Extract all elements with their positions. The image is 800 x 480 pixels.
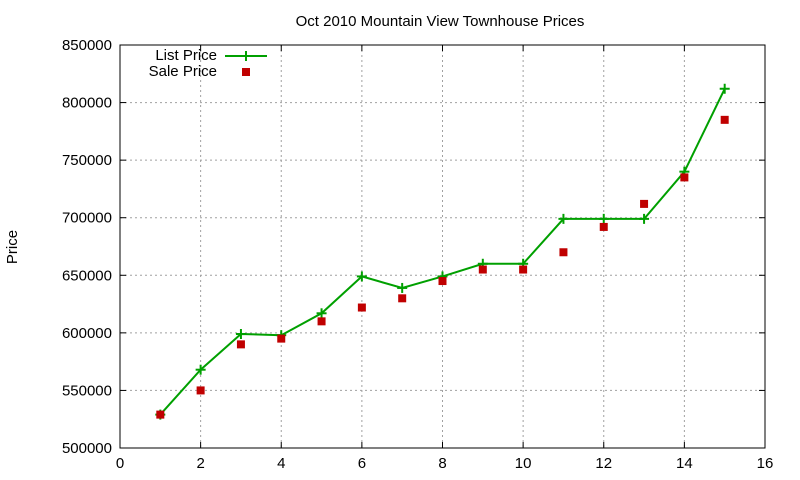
y-tick-label: 650000	[62, 267, 112, 284]
x-tick-label: 10	[515, 455, 532, 472]
sale-price-point	[720, 115, 729, 124]
list-price-point	[397, 282, 408, 293]
list-price-point	[195, 364, 206, 375]
x-tick-label: 4	[277, 455, 285, 472]
y-tick-label: 500000	[62, 440, 112, 457]
grid-layer	[120, 45, 765, 448]
sale-price-point	[438, 277, 447, 286]
legend-marker-sale-price	[242, 68, 250, 76]
y-tick-label: 850000	[62, 37, 112, 54]
sale-price-point	[640, 199, 649, 208]
legend-label-sale-price: Sale Price	[149, 63, 217, 80]
sale-price-point	[357, 303, 366, 312]
y-tick-label: 800000	[62, 95, 112, 112]
legend-label-list-price: List Price	[155, 47, 217, 64]
list-price-point	[598, 213, 609, 224]
list-price-point	[558, 213, 569, 224]
x-tick-label: 14	[676, 455, 693, 472]
x-tick-label: 12	[595, 455, 612, 472]
list-price-point	[639, 213, 650, 224]
sale-price-point	[519, 265, 528, 274]
y-tick-label: 550000	[62, 382, 112, 399]
tick-layer: 0 2 4 6 8 10 12 14 16 500000 550000 600000 650000 700…	[62, 37, 773, 472]
list-price-point	[235, 329, 246, 340]
chart-title: Oct 2010 Mountain View Townhouse Prices	[296, 13, 585, 30]
sale-price-point	[599, 222, 608, 231]
sale-price-point	[317, 317, 326, 326]
sale-price-point	[196, 386, 205, 395]
sale-price-point	[277, 334, 286, 343]
sale-price-point	[398, 294, 407, 303]
sale-price-point	[559, 248, 568, 257]
legend: List Price Sale Price	[149, 47, 267, 80]
list-price-point	[316, 308, 327, 319]
y-tick-label: 700000	[62, 210, 112, 227]
y-tick-label: 750000	[62, 152, 112, 169]
list-price-point	[719, 83, 730, 94]
x-tick-label: 0	[116, 455, 124, 472]
legend-marker-list-price	[241, 51, 251, 61]
sale-price-point	[236, 340, 245, 349]
sale-price-point	[680, 173, 689, 182]
list-price-point	[356, 271, 367, 282]
x-tick-label: 2	[196, 455, 204, 472]
x-tick-label: 16	[757, 455, 774, 472]
x-tick-label: 8	[438, 455, 446, 472]
sale-price-point	[156, 410, 165, 419]
series-layer	[155, 83, 730, 420]
plot-frame	[119, 44, 766, 449]
y-tick-label: 600000	[62, 325, 112, 342]
sale-price-point	[478, 265, 487, 274]
x-tick-label: 6	[358, 455, 366, 472]
y-axis-label: Price	[4, 230, 21, 264]
